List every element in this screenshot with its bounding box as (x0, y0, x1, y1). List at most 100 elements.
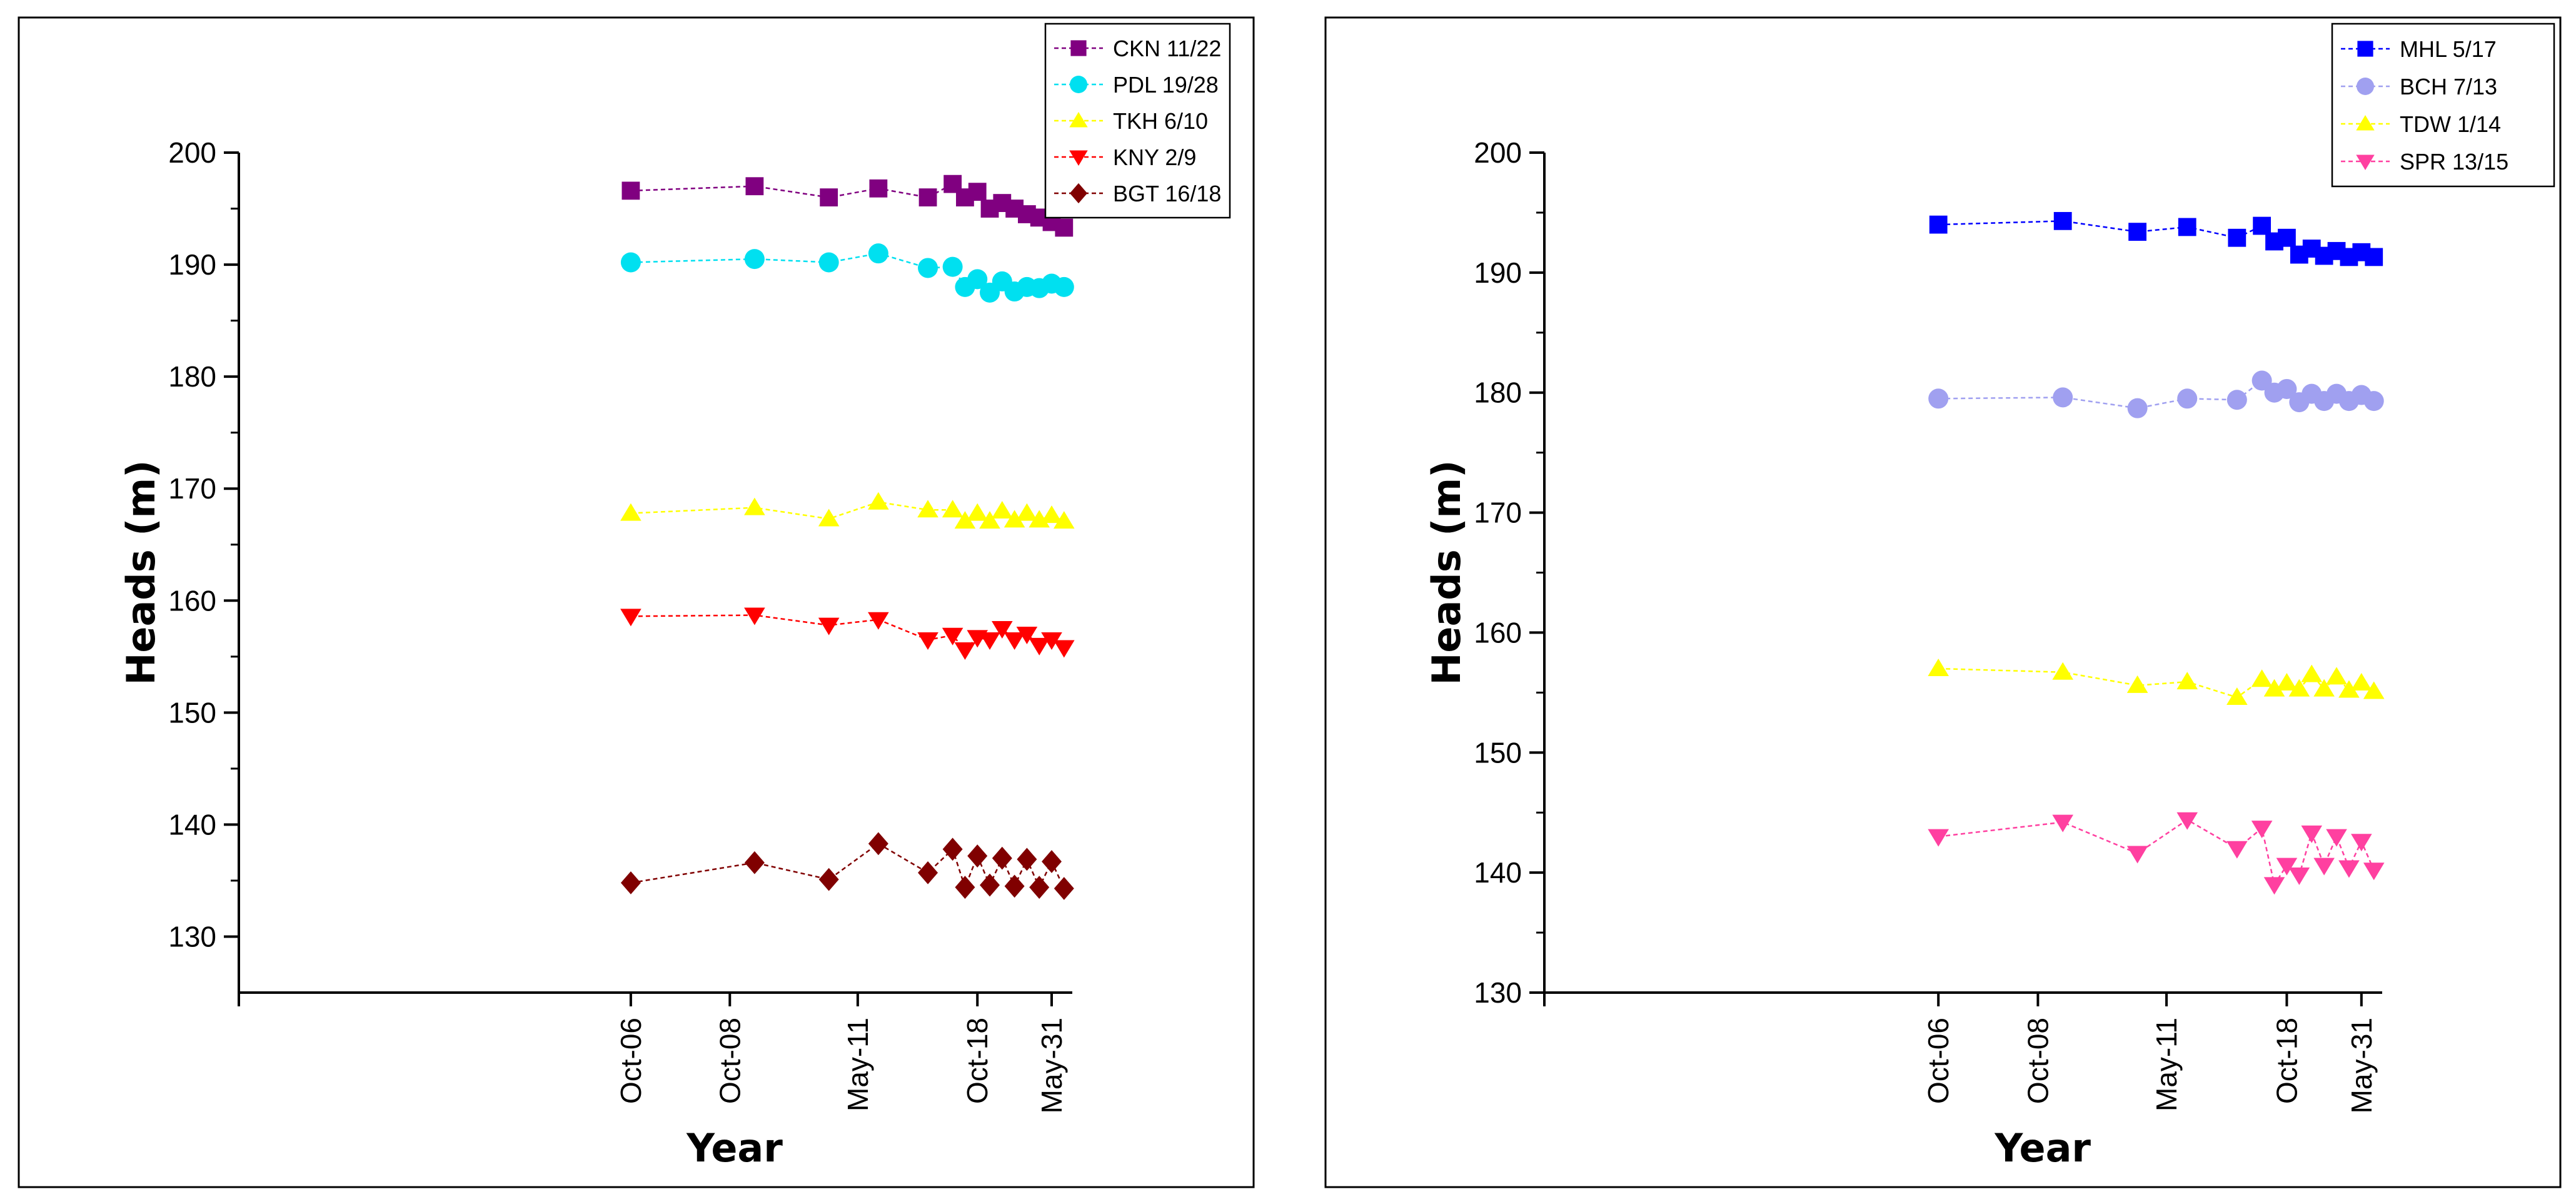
data-point (620, 503, 641, 521)
data-point (1004, 510, 1025, 528)
data-point (1017, 847, 1037, 871)
legend-entry-pdl-19-28: PDL 19/28 (1054, 72, 1219, 98)
chart-panel-1: 130 140 150 160 170 180 190 200 Oct-06 Oct-08 May-… (18, 16, 1255, 1188)
data-point (2226, 687, 2248, 706)
y-tick-label: 140 (1474, 856, 1522, 889)
y-tick-label: 130 (1474, 976, 1522, 1009)
data-point (820, 188, 838, 207)
x-tick-label: Oct-08 (2021, 1018, 2054, 1104)
data-point (918, 861, 938, 884)
data-point (979, 632, 1000, 650)
x-tick-label: May-31 (1035, 1018, 1068, 1113)
data-point (818, 868, 839, 891)
data-point (955, 876, 975, 899)
data-point (1928, 388, 1949, 409)
data-point (2326, 667, 2347, 685)
legend-label: TKH 6/10 (1113, 108, 1208, 134)
data-point (1054, 276, 1074, 297)
data-point (2177, 388, 2198, 409)
legend-entry-spr-13-15: SPR 13/15 (2341, 149, 2508, 175)
x-tick-label: Oct-18 (961, 1018, 994, 1104)
legend-marker (2356, 154, 2375, 170)
x-tick-label: Oct-06 (615, 1018, 647, 1104)
data-point (2278, 228, 2296, 247)
legend-entry-bch-7-13: BCH 7/13 (2341, 74, 2497, 99)
data-point (2351, 834, 2372, 852)
data-point (868, 492, 889, 510)
data-point (1029, 510, 1050, 528)
y-tick-label: 180 (168, 360, 216, 393)
legend-marker (2356, 115, 2375, 131)
legend-label: PDL 19/28 (1113, 72, 1219, 98)
data-point (2251, 669, 2273, 687)
legend-entry-mhl-5-17: MHL 5/17 (2341, 36, 2497, 62)
data-point (968, 183, 987, 201)
data-point (2251, 821, 2273, 839)
legend-label: MHL 5/17 (2400, 36, 2497, 62)
series-tkh-6-10 (620, 492, 1075, 529)
data-point (942, 500, 963, 518)
data-point (744, 497, 765, 515)
series-bgt-16-18 (620, 832, 1074, 900)
data-point (818, 508, 840, 527)
data-point (2176, 672, 2198, 690)
data-point (2277, 378, 2297, 399)
legend: CKN 11/22 PDL 19/28 TKH 6/10 KNY 2/9 BGT 16/… (1044, 23, 1231, 219)
legend-marker (1070, 40, 1087, 56)
legend-label: SPR 13/15 (2400, 149, 2508, 175)
data-point (1004, 632, 1025, 650)
data-point (2313, 679, 2335, 697)
data-point (2178, 218, 2196, 236)
x-tick-label: May-31 (2345, 1018, 2378, 1113)
data-point (2226, 841, 2248, 859)
data-point (917, 500, 938, 518)
legend-marker (1069, 150, 1088, 166)
legend-marker (1069, 112, 1088, 128)
y-tick-label: 130 (168, 920, 216, 953)
series-kny-2-9 (620, 607, 1075, 660)
y-tick-label: 160 (168, 584, 216, 617)
data-point (744, 249, 765, 270)
x-tick-label: Oct-08 (713, 1018, 746, 1104)
data-point (992, 846, 1012, 870)
data-point (1041, 505, 1062, 524)
data-point (2226, 390, 2247, 410)
y-tick-label: 150 (1474, 736, 1522, 769)
x-tick-label: May-11 (2150, 1018, 2183, 1111)
data-point (744, 607, 765, 625)
data-point (2263, 679, 2285, 697)
data-point (621, 181, 640, 200)
data-point (2251, 370, 2272, 391)
series-pdl-19-28 (620, 243, 1074, 303)
legend-label: CKN 11/22 (1113, 36, 1221, 61)
data-point (1016, 626, 1038, 644)
y-tick-label: 150 (168, 696, 216, 729)
y-tick-label: 190 (1474, 256, 1522, 289)
data-point (1054, 511, 1075, 529)
series-tdw-1-14 (1928, 658, 2385, 706)
y-axis-title: Heads (m) (118, 460, 164, 685)
data-point (2363, 863, 2385, 881)
data-point (980, 873, 1000, 897)
data-point (942, 837, 963, 861)
data-point (2053, 387, 2073, 408)
series-ckn-11-22 (621, 175, 1074, 237)
data-point (2288, 867, 2310, 885)
legend-label: BGT 16/18 (1113, 181, 1221, 206)
chart-panel-2: 130 140 150 160 170 180 190 200 Oct-06 Oct-08 May-… (1324, 16, 2562, 1188)
data-point (918, 258, 938, 278)
x-tick-label: May-11 (842, 1018, 874, 1111)
legend-label: BCH 7/13 (2400, 74, 2497, 99)
panel-frame (1324, 16, 2562, 1188)
data-point (818, 617, 840, 635)
data-point (992, 501, 1013, 519)
data-point (620, 609, 641, 627)
data-point (942, 256, 963, 277)
data-point (979, 511, 1000, 529)
data-point (2128, 223, 2147, 241)
data-point (1004, 874, 1025, 898)
data-point (1054, 640, 1075, 658)
data-point (1029, 876, 1050, 899)
data-point (2365, 248, 2383, 266)
y-axis-title: Heads (m) (1424, 460, 1469, 685)
